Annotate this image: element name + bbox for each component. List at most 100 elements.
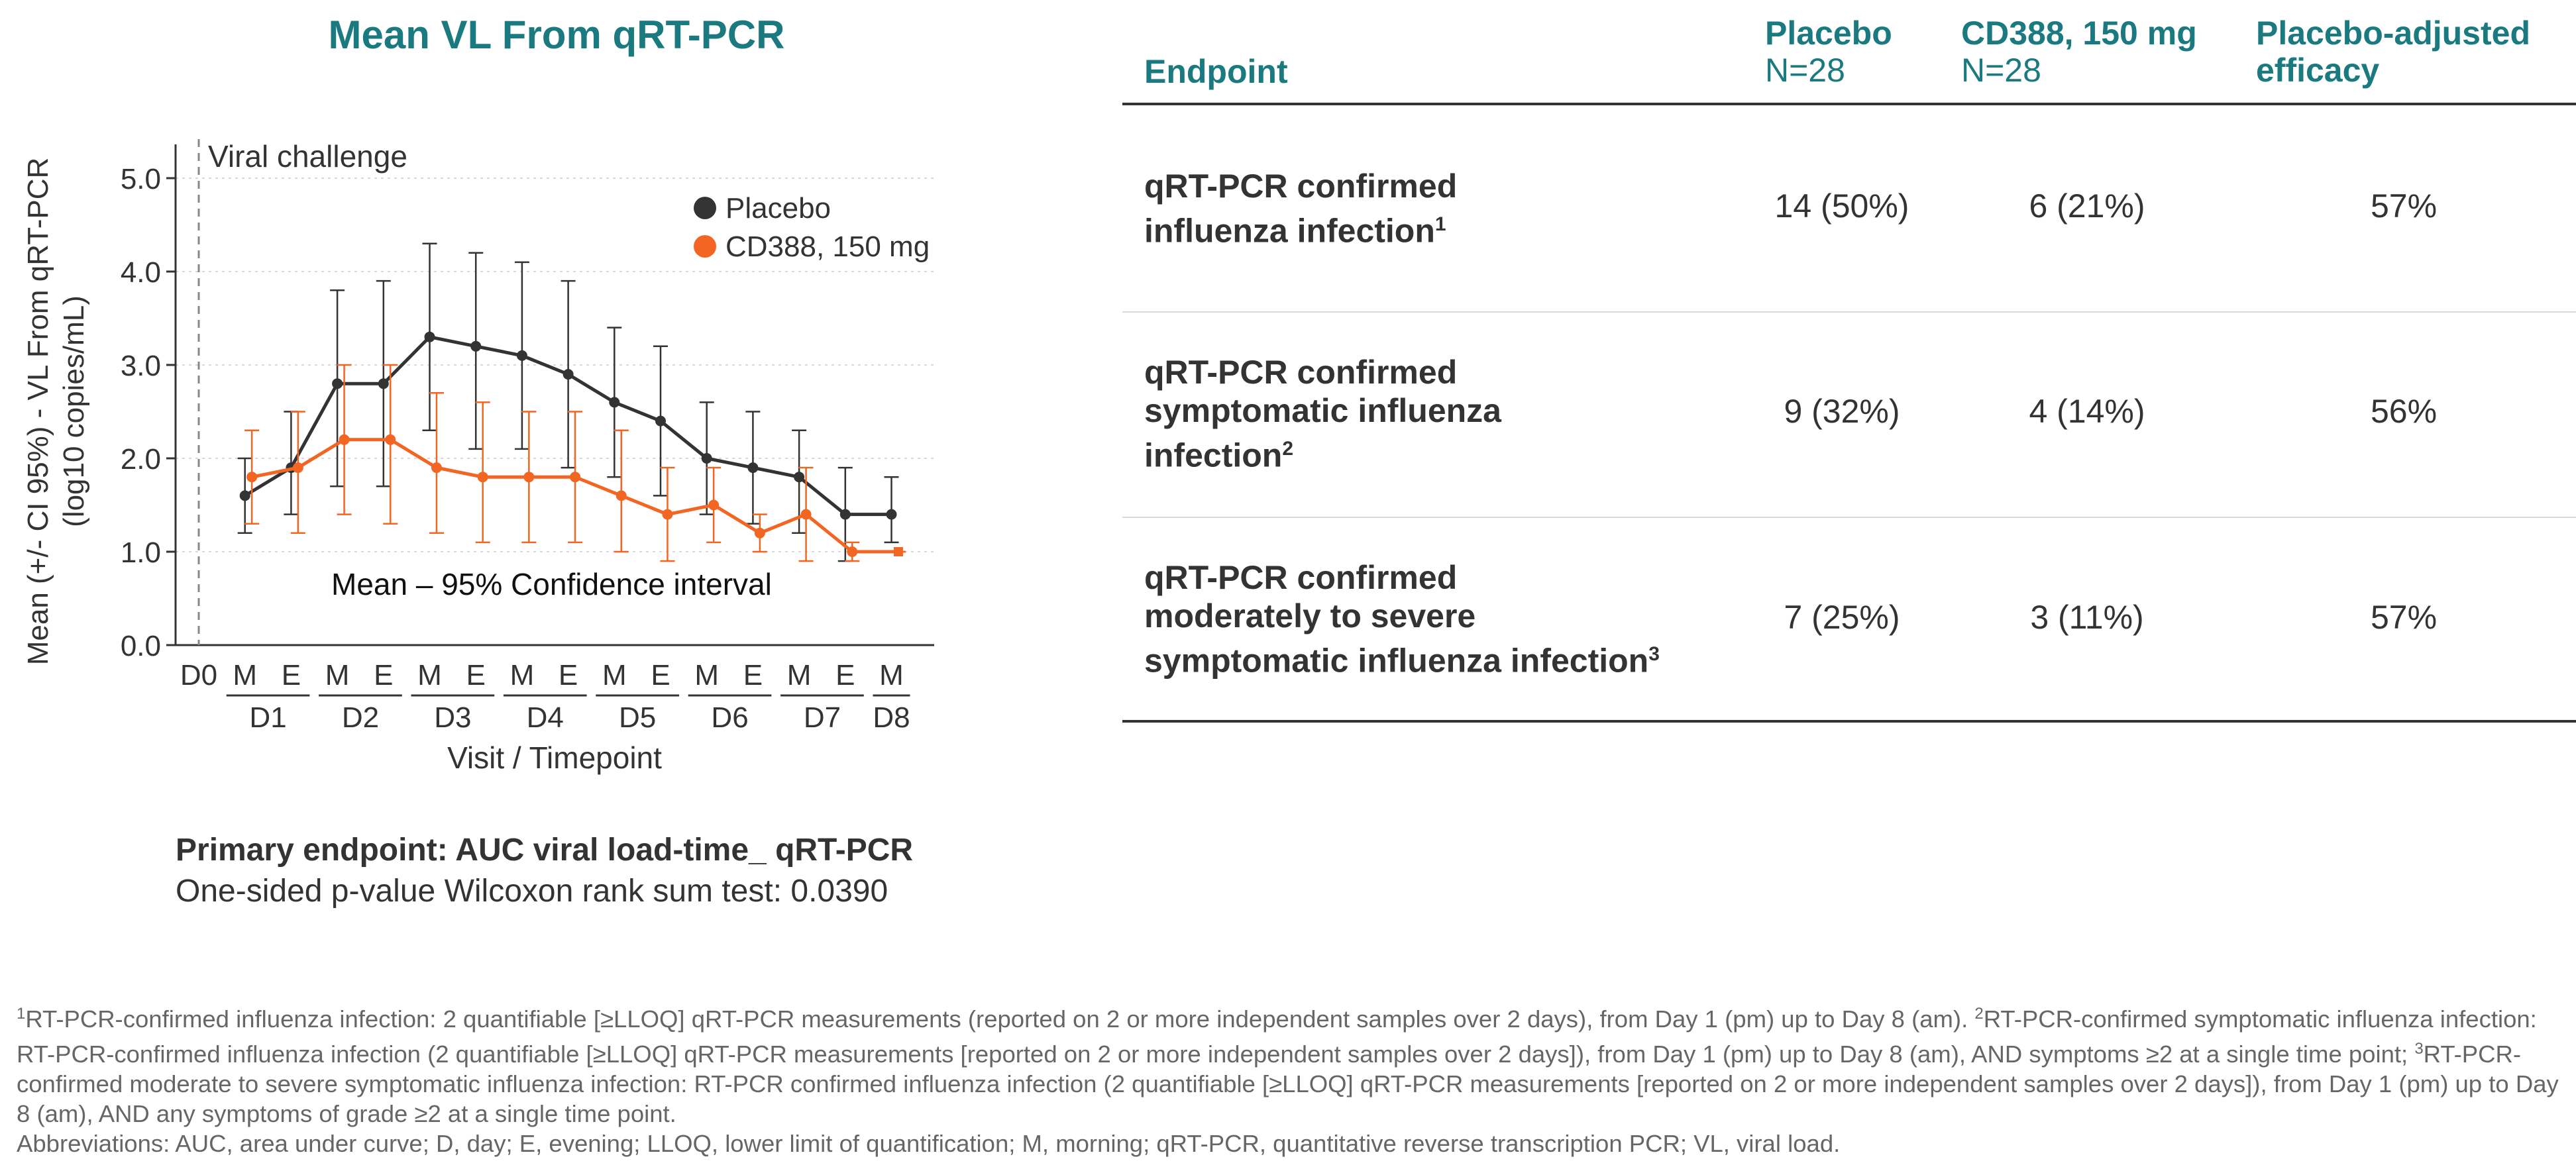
header-efficacy-line1: Placebo-adjusted bbox=[2256, 15, 2530, 52]
legend-label: Placebo bbox=[725, 192, 831, 225]
data-point bbox=[609, 397, 620, 408]
data-point bbox=[378, 378, 389, 389]
table-header-rule bbox=[1122, 103, 2576, 105]
header-placebo: Placebo N=28 bbox=[1765, 15, 1892, 89]
day-group-label: D8 bbox=[873, 701, 910, 734]
y-tick-label: 4.0 bbox=[121, 256, 161, 289]
day-group-label: D1 bbox=[249, 701, 286, 734]
data-point bbox=[239, 490, 250, 501]
series-placebo bbox=[237, 242, 899, 562]
data-point bbox=[655, 415, 666, 427]
day-group-label: D2 bbox=[342, 701, 379, 734]
x-tick-label: E bbox=[651, 659, 670, 691]
x-tick-label: M bbox=[325, 659, 350, 691]
data-point bbox=[332, 378, 343, 389]
data-point bbox=[893, 547, 903, 556]
header-efficacy-line2: efficacy bbox=[2256, 52, 2380, 89]
day-group-label: D5 bbox=[619, 701, 656, 734]
x-tick-label: E bbox=[559, 659, 578, 691]
data-point bbox=[886, 509, 897, 520]
data-point bbox=[385, 434, 396, 445]
y-tick-label: 1.0 bbox=[121, 536, 161, 569]
row-divider-2 bbox=[1122, 517, 2576, 518]
row-divider-1 bbox=[1122, 311, 2576, 313]
x-tick-label: M bbox=[417, 659, 442, 691]
data-point bbox=[794, 472, 805, 483]
x-tick-label: E bbox=[743, 659, 763, 691]
y-tick-label: 0.0 bbox=[121, 630, 161, 662]
x-tick-label: M bbox=[787, 659, 812, 691]
x-tick-label: M bbox=[694, 659, 719, 691]
legend-marker bbox=[694, 197, 716, 219]
data-point bbox=[563, 369, 574, 380]
footnote-sup-3: 3 bbox=[2414, 1040, 2424, 1058]
chart-grid bbox=[176, 178, 934, 552]
y-axis-label: Mean (+/- CI 95%) - VL From qRT-PCR (log1… bbox=[22, 158, 90, 666]
chart-series bbox=[237, 242, 906, 562]
day-group-label: D7 bbox=[804, 701, 841, 734]
row-2-placebo: 9 (32%) bbox=[1784, 393, 1900, 430]
x-tick-label: E bbox=[374, 659, 393, 691]
x-axis-label: Visit / Timepoint bbox=[447, 740, 662, 775]
row-1-efficacy: 57% bbox=[2370, 187, 2438, 225]
footnote-text-3: RT-PCR-confirmed moderate to severe symp… bbox=[17, 1041, 2559, 1128]
day-group-label: D3 bbox=[434, 701, 471, 734]
row-1-label: qRT-PCR confirmed influenza infection1 bbox=[1144, 167, 1457, 250]
table-bottom-rule bbox=[1122, 720, 2576, 723]
x-tick-label: E bbox=[835, 659, 855, 691]
header-cd388-n: N=28 bbox=[1961, 52, 2041, 89]
row-3-label: qRT-PCR confirmed moderately to severe s… bbox=[1144, 558, 1660, 680]
primary-endpoint: Primary endpoint: AUC viral load-time_ q… bbox=[176, 830, 913, 912]
chart-title: Mean VL From qRT-PCR bbox=[328, 13, 785, 57]
data-point bbox=[431, 462, 442, 474]
footnote: 1RT-PCR-confirmed influenza infection: 2… bbox=[17, 999, 2561, 1158]
footnote-text-2: RT-PCR-confirmed symptomatic influenza i… bbox=[17, 1005, 2537, 1068]
row-2-label-text: qRT-PCR confirmed symptomatic influenza … bbox=[1144, 354, 1501, 474]
primary-endpoint-pvalue: One-sided p-value Wilcoxon rank sum test… bbox=[176, 874, 888, 909]
data-point bbox=[747, 462, 759, 474]
data-point bbox=[701, 453, 712, 464]
row-2-label: qRT-PCR confirmed symptomatic influenza … bbox=[1144, 353, 1501, 475]
footnote-abbreviations: Abbreviations: AUC, area under curve; D,… bbox=[17, 1130, 1841, 1158]
data-point bbox=[839, 509, 851, 520]
x-tick-label: M bbox=[233, 659, 257, 691]
data-point bbox=[662, 509, 673, 520]
row-3-cd388: 3 (11%) bbox=[2030, 599, 2144, 636]
data-point bbox=[570, 472, 581, 483]
row-3-efficacy: 57% bbox=[2370, 599, 2438, 636]
data-point bbox=[470, 340, 482, 352]
data-point bbox=[516, 350, 527, 361]
row-1-label-text: qRT-PCR confirmed influenza infection bbox=[1144, 168, 1458, 250]
y-tick-label: 2.0 bbox=[121, 443, 161, 476]
header-placebo-n: N=28 bbox=[1765, 52, 1845, 89]
row-3-sup: 3 bbox=[1648, 643, 1660, 665]
row-1-sup: 1 bbox=[1434, 213, 1446, 235]
data-point bbox=[800, 509, 812, 520]
ci-annotation: Mean – 95% Confidence interval bbox=[331, 567, 772, 601]
data-point bbox=[477, 472, 488, 483]
row-1-cd388: 6 (21%) bbox=[2029, 187, 2145, 225]
row-2-cd388: 4 (14%) bbox=[2029, 393, 2145, 430]
header-cd388: CD388, 150 mg N=28 bbox=[1961, 15, 2197, 89]
x-tick-label: M bbox=[602, 659, 627, 691]
row-3-label-text: qRT-PCR confirmed moderately to severe s… bbox=[1144, 559, 1649, 680]
series-cd388 bbox=[244, 364, 906, 562]
y-tick-label: 3.0 bbox=[121, 350, 161, 382]
x-tick-label: M bbox=[879, 659, 904, 691]
footnote-text-1: RT-PCR-confirmed influenza infection: 2 … bbox=[25, 1005, 1975, 1033]
row-2-efficacy: 56% bbox=[2370, 393, 2438, 430]
y-tick-label: 5.0 bbox=[121, 163, 161, 195]
data-point bbox=[847, 546, 858, 557]
x-tick-label: D0 bbox=[180, 659, 217, 691]
footnote-sup-1: 1 bbox=[17, 1005, 26, 1023]
x-tick-label: E bbox=[466, 659, 486, 691]
data-point bbox=[246, 472, 258, 483]
header-placebo-label: Placebo bbox=[1765, 15, 1892, 52]
viral-challenge-label: Viral challenge bbox=[208, 139, 407, 174]
data-point bbox=[424, 331, 435, 342]
legend-marker bbox=[694, 235, 716, 258]
primary-endpoint-label: Primary endpoint: AUC viral load-time_ q… bbox=[176, 833, 914, 868]
x-tick-label: E bbox=[282, 659, 301, 691]
